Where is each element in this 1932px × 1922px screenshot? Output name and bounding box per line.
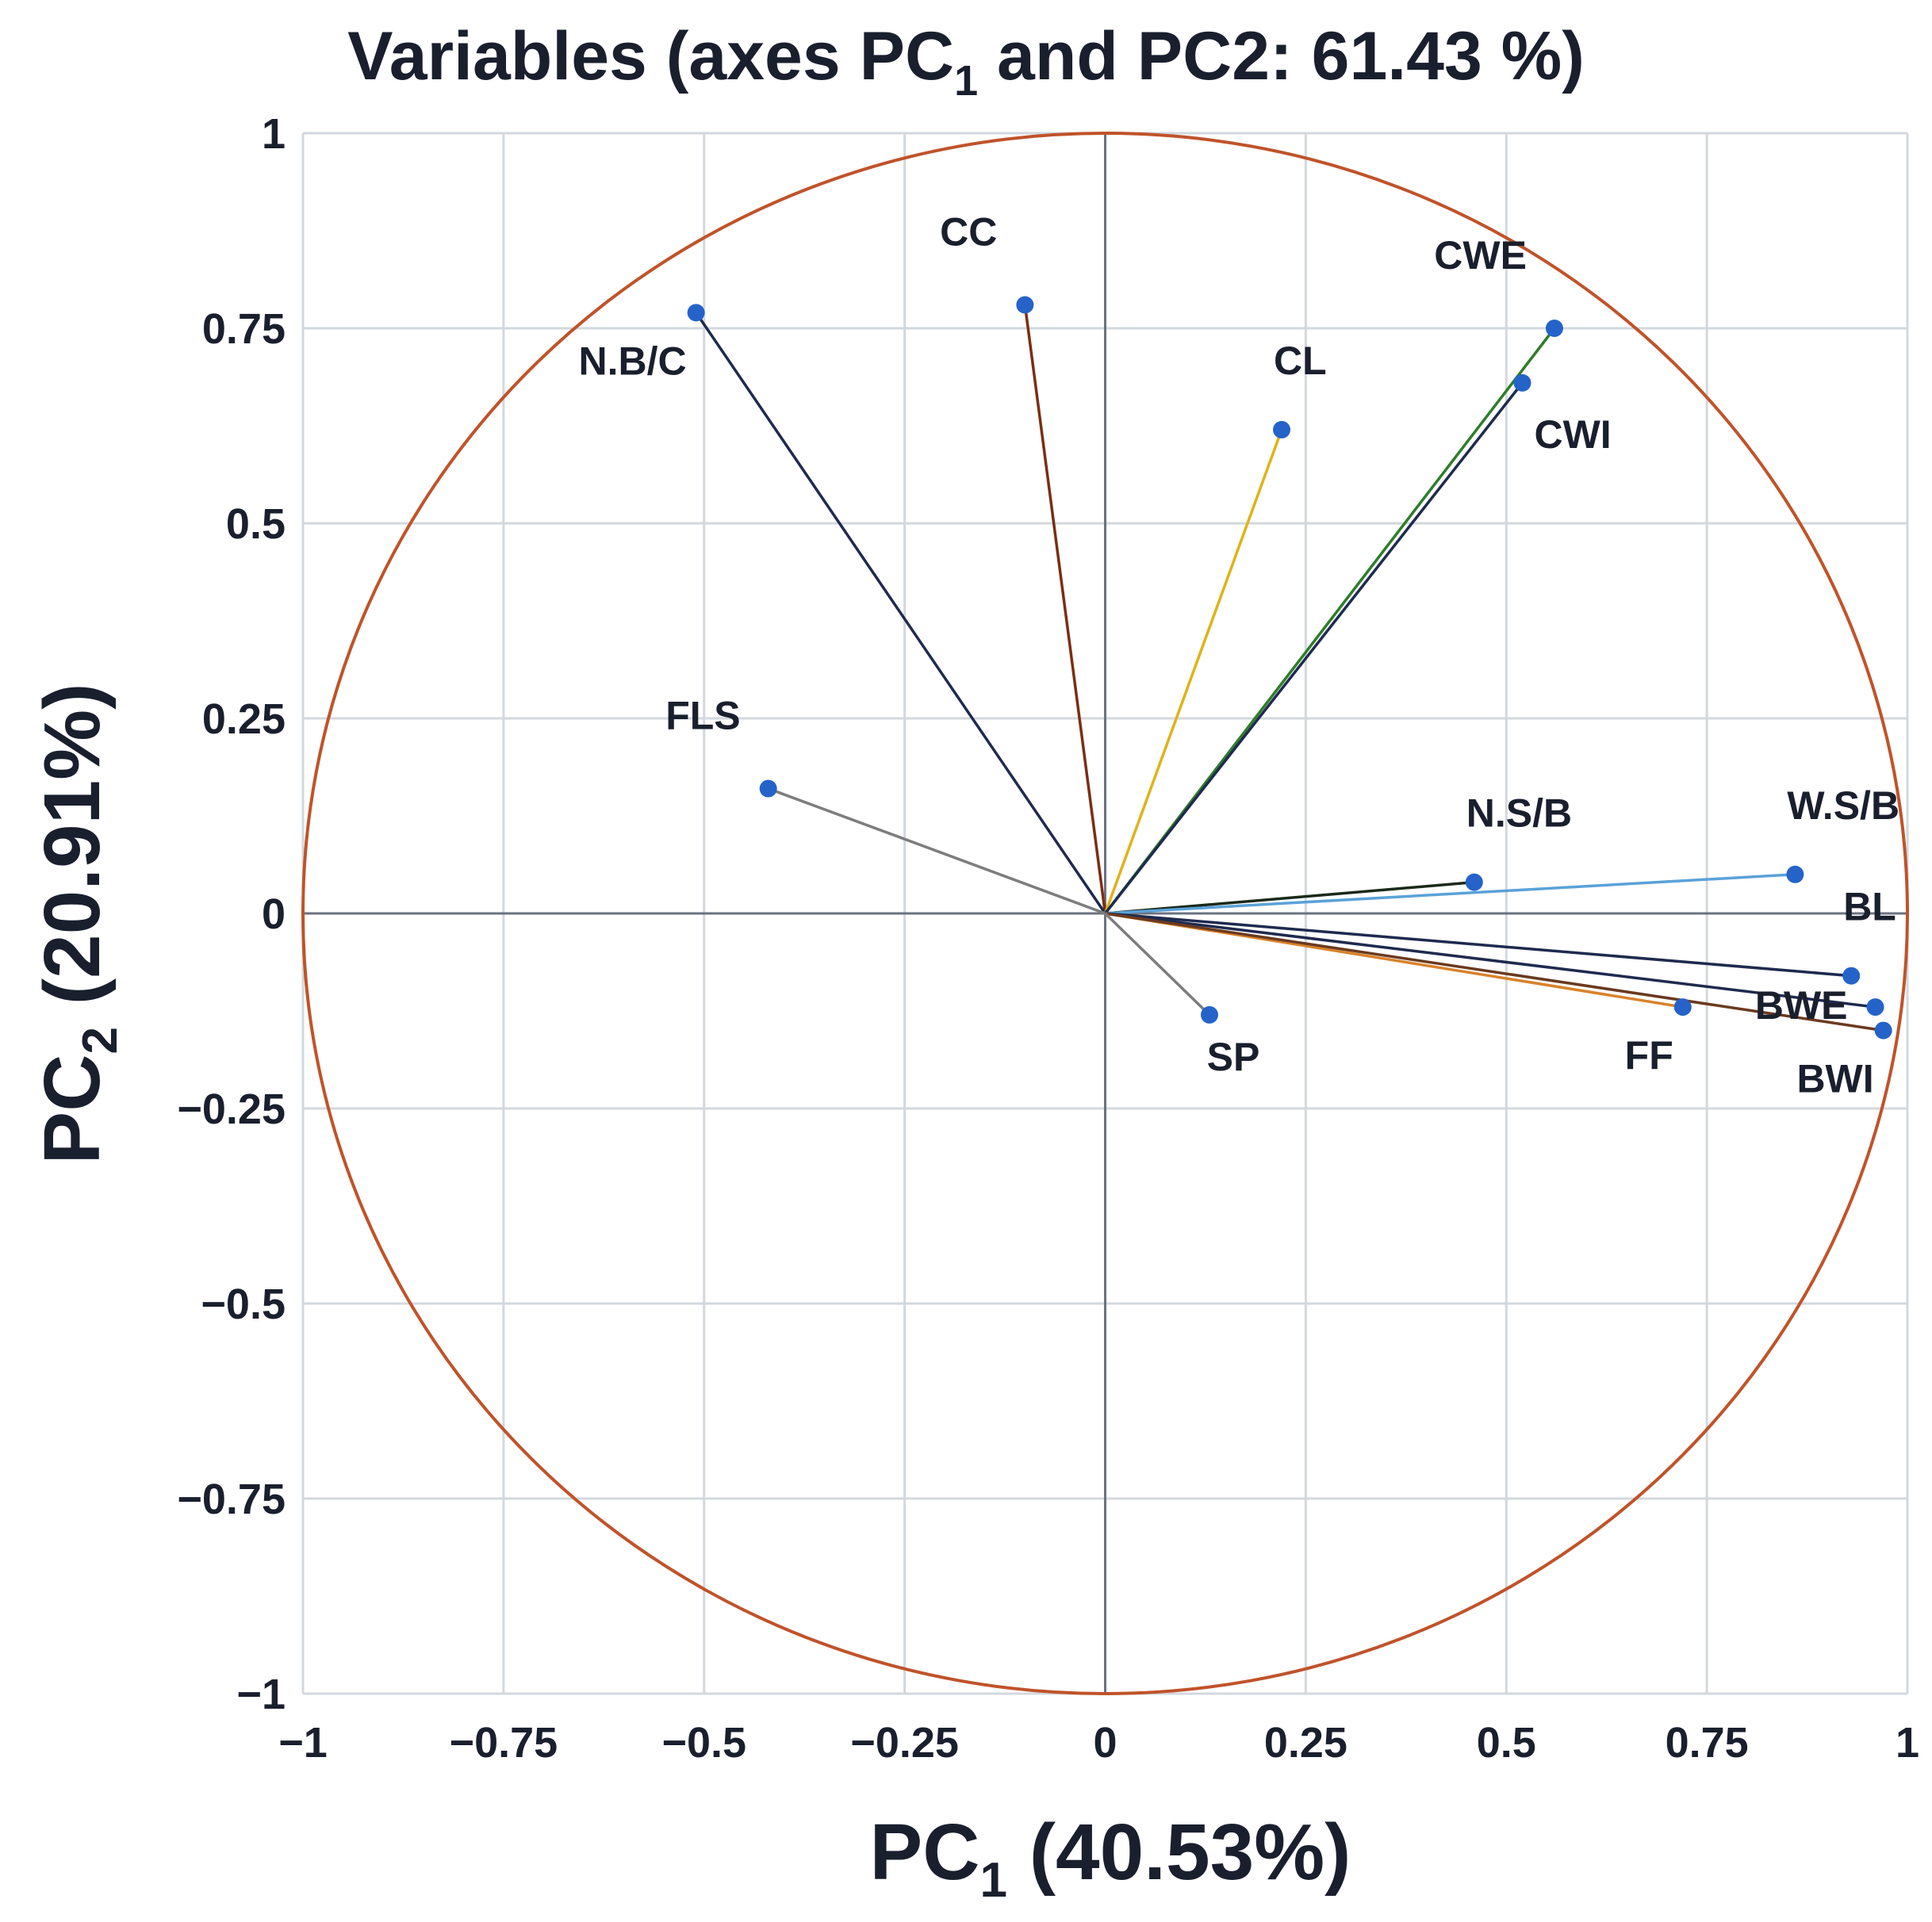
vector-cwe (1104, 327, 1556, 915)
label-fls: FLS (665, 694, 740, 738)
variable-labels: CC N.B/C CL CWE CWI FLS N.S/B W.S/B BL FF BWE BWI SP (579, 209, 1900, 1101)
x-tick-label: 0 (1093, 1719, 1117, 1767)
point-fls (759, 779, 777, 798)
label-cc: CC (940, 209, 997, 254)
label-cwe: CWE (1434, 233, 1527, 278)
vector-w-s-b (1105, 873, 1796, 915)
label-cl: CL (1274, 339, 1327, 383)
points (687, 296, 1892, 1039)
point-bl (1842, 967, 1861, 985)
point-bwi (1874, 1021, 1892, 1039)
tick-labels: −1 −0.75 −0.5 −0.25 0 0.25 0.5 0.75 1 −1 −0.75 −0.5… (177, 110, 1919, 1767)
label-ff: FF (1625, 1033, 1673, 1078)
y-tick-label: 0.75 (202, 305, 286, 353)
label-n-b-c: N.B/C (579, 339, 687, 383)
correlation-circle (301, 132, 1909, 1695)
y-tick-label: 1 (262, 110, 286, 158)
label-w-s-b: W.S/B (1787, 783, 1899, 828)
point-bwe (1866, 998, 1884, 1017)
point-cc (1016, 296, 1034, 314)
point-n-s-b (1465, 873, 1483, 891)
vector-sp (1104, 912, 1211, 1017)
point-w-s-b (1786, 865, 1804, 883)
correlation-circle-layer (301, 132, 1909, 1695)
y-tick-label: 0.5 (226, 500, 286, 548)
point-n-b-c (687, 304, 705, 322)
y-tick-label: 0 (262, 890, 286, 938)
label-bwi: BWI (1796, 1057, 1873, 1101)
vector-bwi (1105, 912, 1884, 1032)
point-sp (1200, 1005, 1218, 1024)
vector-bl (1105, 912, 1852, 978)
vectors (695, 304, 1884, 1032)
x-tick-label: −0.5 (661, 1719, 746, 1767)
y-tick-label: −1 (236, 1671, 286, 1718)
chart-title: Variables (axes PC1 and PC2: 61.43 %) (347, 18, 1585, 105)
x-tick-label: −1 (278, 1719, 328, 1767)
point-ff (1673, 998, 1692, 1017)
label-sp: SP (1207, 1035, 1260, 1079)
label-bl: BL (1843, 885, 1896, 929)
vector-n-s-b (1105, 880, 1474, 915)
point-cwi (1513, 373, 1531, 392)
label-n-s-b: N.S/B (1466, 791, 1572, 836)
vector-n-b-c (695, 312, 1106, 914)
label-cwi: CWI (1534, 412, 1611, 457)
vector-cl (1103, 429, 1283, 914)
point-cl (1273, 420, 1291, 438)
vector-bwe (1105, 912, 1876, 1009)
vector-fls (768, 787, 1106, 915)
x-tick-label: −0.75 (450, 1719, 558, 1767)
y-tick-label: 0.25 (202, 695, 286, 743)
y-tick-label: −0.75 (177, 1476, 286, 1523)
vector-cwi (1104, 381, 1524, 915)
x-tick-label: 0.25 (1264, 1719, 1347, 1767)
point-cwe (1545, 320, 1563, 337)
x-axis-title: PC1 (40.53%) (870, 1808, 1351, 1908)
x-tick-label: 0.75 (1666, 1719, 1749, 1767)
x-tick-label: −0.25 (850, 1719, 959, 1767)
y-tick-label: −0.5 (201, 1281, 286, 1328)
x-tick-label: 1 (1896, 1719, 1919, 1767)
label-bwe: BWE (1755, 983, 1848, 1028)
y-axis-title: PC2 (20.91%) (28, 683, 128, 1165)
x-tick-label: 0.5 (1477, 1719, 1536, 1767)
vector-cc (1023, 304, 1107, 914)
y-tick-label: −0.25 (177, 1085, 286, 1133)
